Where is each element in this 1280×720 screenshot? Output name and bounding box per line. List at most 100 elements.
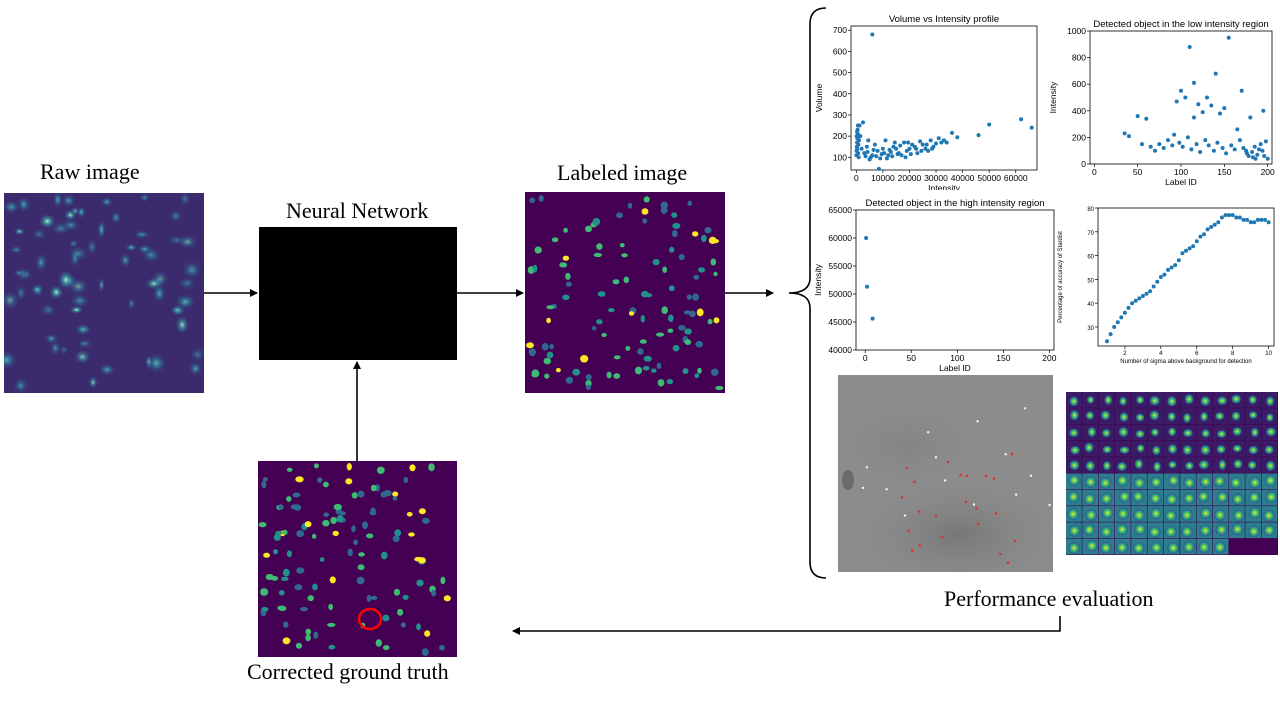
labeled-object bbox=[529, 197, 536, 203]
y-tick-label: 50 bbox=[1087, 278, 1094, 284]
data-point bbox=[1265, 156, 1270, 161]
data-point bbox=[1144, 291, 1149, 296]
raw-spot bbox=[87, 375, 99, 390]
mosaic-object bbox=[1168, 427, 1176, 436]
detected-point bbox=[1010, 452, 1014, 456]
mosaic-object bbox=[1117, 507, 1130, 520]
data-point bbox=[1192, 80, 1196, 85]
labeled-object bbox=[356, 576, 365, 585]
labeled-object bbox=[322, 519, 330, 527]
x-tick-label: 0 bbox=[854, 173, 859, 183]
data-point bbox=[1184, 248, 1188, 253]
data-point bbox=[859, 146, 864, 151]
x-tick-label: 100 bbox=[950, 353, 964, 363]
labeled-object bbox=[380, 491, 388, 498]
mosaic-object bbox=[1148, 526, 1161, 538]
mosaic-object bbox=[1251, 427, 1259, 437]
mosaic-object bbox=[1231, 523, 1244, 536]
labeled-object bbox=[608, 308, 615, 313]
mosaic-object bbox=[1068, 474, 1081, 487]
data-point bbox=[1183, 95, 1188, 100]
mosaic-object bbox=[1216, 491, 1229, 504]
labeled-object bbox=[260, 588, 269, 596]
labeled-object bbox=[713, 271, 718, 277]
x-tick-label: 50 bbox=[1133, 167, 1143, 177]
data-point bbox=[1224, 151, 1229, 156]
mosaic-object bbox=[1133, 476, 1146, 489]
raw-spot bbox=[138, 193, 151, 203]
raw-spot bbox=[8, 245, 24, 255]
data-point bbox=[1194, 239, 1199, 244]
data-point bbox=[1158, 275, 1163, 279]
raw-spot bbox=[124, 243, 138, 252]
raw-spot bbox=[136, 244, 153, 255]
mosaic-object bbox=[1100, 492, 1113, 505]
labeled-object bbox=[397, 608, 404, 616]
mosaic-object bbox=[1233, 459, 1243, 469]
labeled-object bbox=[613, 373, 621, 379]
plot-frame bbox=[850, 25, 1038, 171]
data-point bbox=[1173, 263, 1178, 268]
labeled-object bbox=[282, 637, 291, 645]
data-point bbox=[1180, 144, 1185, 149]
labeled-object bbox=[258, 522, 267, 528]
mosaic-object bbox=[1229, 476, 1242, 489]
data-point bbox=[1252, 220, 1257, 225]
raw-spot bbox=[97, 218, 106, 241]
labeled-object bbox=[347, 548, 353, 557]
data-point bbox=[891, 144, 896, 149]
mosaic-object bbox=[1132, 542, 1145, 555]
y-tick-label: 0 bbox=[1081, 159, 1086, 169]
mosaic-object bbox=[1153, 461, 1161, 472]
mosaic-object bbox=[1149, 492, 1162, 505]
data-point bbox=[1220, 146, 1225, 150]
data-point bbox=[855, 146, 860, 151]
labeled-object bbox=[262, 477, 268, 482]
labeled-object bbox=[317, 477, 323, 483]
y-tick-label: 60 bbox=[1087, 255, 1094, 261]
data-point bbox=[855, 140, 860, 145]
labeled-object bbox=[286, 496, 292, 502]
x-tick-label: 8 bbox=[1231, 351, 1235, 357]
raw-spot bbox=[31, 228, 47, 241]
mosaic-object bbox=[1231, 411, 1241, 421]
data-point bbox=[1185, 135, 1190, 140]
labeled-object bbox=[528, 348, 536, 357]
labeled-object bbox=[628, 311, 635, 316]
labeled-object bbox=[666, 379, 674, 385]
detected-point bbox=[918, 544, 922, 547]
labeled-object bbox=[639, 339, 647, 344]
labeled-object bbox=[651, 368, 657, 373]
data-point bbox=[1250, 150, 1255, 154]
plot-frame bbox=[855, 209, 1055, 351]
chart-low-intensity: 0 50 100 150 200 0 200 400 600 800 1000 Detected ob… bbox=[1048, 19, 1275, 187]
object-thumbnail-mosaic bbox=[1066, 392, 1278, 555]
mosaic-object bbox=[1264, 445, 1274, 454]
labeled-object bbox=[652, 258, 660, 266]
labeled-object bbox=[669, 246, 675, 253]
data-point bbox=[1241, 146, 1246, 150]
raw-spot bbox=[73, 323, 93, 336]
labeled-object bbox=[312, 583, 318, 591]
mosaic-object bbox=[1200, 396, 1210, 406]
labeled-object bbox=[616, 212, 623, 219]
labeled-object bbox=[261, 480, 267, 489]
labeled-object bbox=[296, 530, 305, 538]
mosaic-object bbox=[1104, 395, 1112, 405]
labeled-object bbox=[684, 339, 692, 345]
x-tick-label: 6 bbox=[1195, 351, 1199, 357]
detected-point bbox=[941, 535, 944, 539]
labeled-object bbox=[534, 246, 542, 254]
data-point bbox=[870, 316, 875, 321]
labeled-object bbox=[634, 366, 643, 375]
labeled-object bbox=[593, 252, 602, 258]
data-point bbox=[1205, 227, 1210, 232]
mosaic-object bbox=[1101, 410, 1110, 420]
mosaic-object bbox=[1262, 509, 1275, 522]
y-axis-label: Intensity bbox=[1048, 81, 1058, 113]
mosaic-object bbox=[1068, 542, 1081, 554]
mosaic-object bbox=[1199, 507, 1212, 520]
mosaic-object bbox=[1116, 523, 1129, 536]
labeled-object bbox=[546, 351, 554, 359]
mosaic-object bbox=[1084, 476, 1097, 488]
